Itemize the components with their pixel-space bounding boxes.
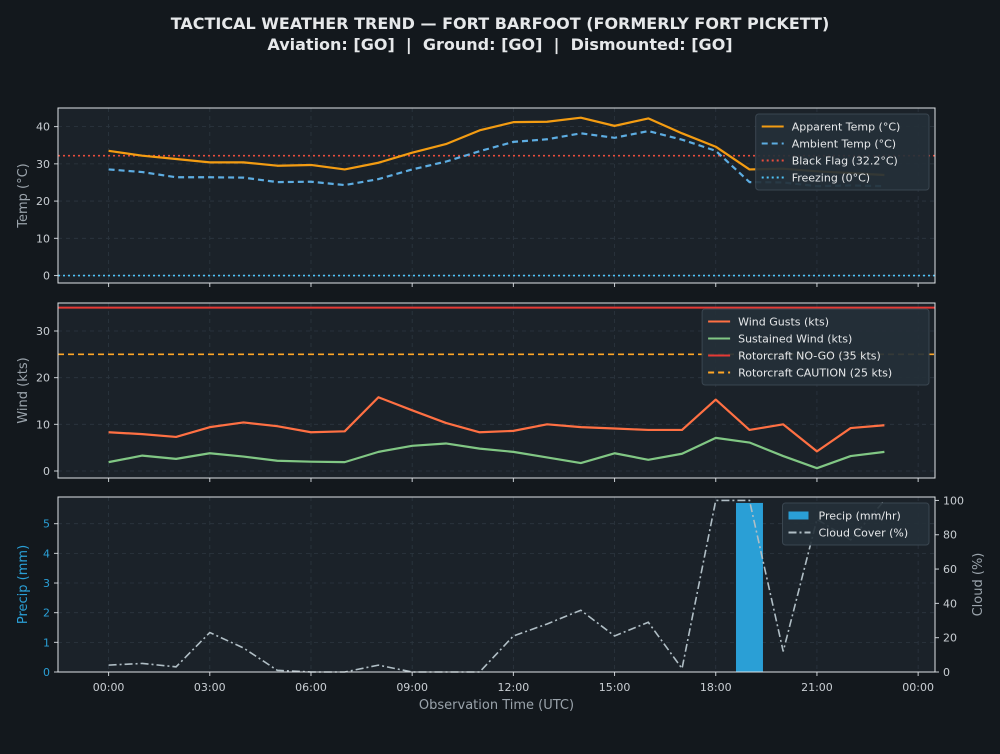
y2-tick-label: 0 <box>943 666 950 679</box>
x-axis-label: Observation Time (UTC) <box>419 698 574 713</box>
y-tick-label: 40 <box>36 121 50 134</box>
legend-entry: Rotorcraft NO-GO (35 kts) <box>738 350 881 363</box>
panel-frame <box>57 107 936 284</box>
y2-axis-label: Cloud (%) <box>971 553 986 617</box>
legend-entry: Cloud Cover (%) <box>819 527 909 540</box>
y2-tick-label: 100 <box>943 494 964 507</box>
panel-frame <box>57 302 936 479</box>
y-axis-label: Precip (mm) <box>16 545 31 624</box>
y2-tick-label: 80 <box>943 529 957 542</box>
y-tick-label: 3 <box>43 577 50 590</box>
y2-tick-label: 60 <box>943 563 957 576</box>
x-tick-label: 15:00 <box>599 681 631 694</box>
series-line <box>108 129 885 188</box>
y-axis-label: Temp (°C) <box>16 163 31 229</box>
legend-entry: Wind Gusts (kts) <box>738 316 829 329</box>
x-tick-label: 12:00 <box>498 681 530 694</box>
y-tick-label: 2 <box>43 607 50 620</box>
y2-tick-label: 20 <box>943 632 957 645</box>
series-line <box>108 396 885 453</box>
y-tick-label: 30 <box>36 158 50 171</box>
x-tick-label: 18:00 <box>700 681 732 694</box>
x-tick-label: 00:00 <box>902 681 934 694</box>
legend: Apparent Temp (°C) Ambient Temp (°C) Black… <box>755 113 930 191</box>
y-tick-label: 0 <box>43 666 50 679</box>
legend-entry: Black Flag (32.2°C) <box>792 155 898 168</box>
panel-temperature: 0 10 20 30 40 Temp (°C) Apparent Temp (°C) Ambi… <box>16 107 936 287</box>
legend-box <box>755 113 930 191</box>
legend-box <box>701 308 930 386</box>
y-tick-label: 10 <box>36 232 50 245</box>
legend-entry: Apparent Temp (°C) <box>792 121 901 134</box>
x-tick-label: 21:00 <box>801 681 833 694</box>
legend-entry: Ambient Temp (°C) <box>792 138 896 151</box>
legend-entry: Precip (mm/hr) <box>819 510 901 523</box>
chart-subtitle: Aviation: [GO] | Ground: [GO] | Dismount… <box>267 35 732 55</box>
legend: Precip (mm/hr) Cloud Cover (%) <box>782 502 930 546</box>
panel-frame <box>57 496 936 673</box>
legend-entry: Freezing (0°C) <box>792 172 870 185</box>
y-tick-label: 20 <box>36 372 50 385</box>
y-tick-label: 0 <box>43 465 50 478</box>
legend-entry: Sustained Wind (kts) <box>738 333 852 346</box>
legend-box <box>782 502 930 546</box>
legend-entry: Rotorcraft CAUTION (25 kts) <box>738 367 892 380</box>
x-tick-label: 06:00 <box>295 681 327 694</box>
series-line <box>108 116 885 177</box>
legend: Wind Gusts (kts) Sustained Wind (kts) Roto… <box>701 308 930 386</box>
y2-tick-label: 40 <box>943 597 957 610</box>
y-tick-label: 5 <box>43 518 50 531</box>
x-tick-label: 09:00 <box>396 681 428 694</box>
chart-title: TACTICAL WEATHER TREND — FORT BARFOOT (F… <box>171 14 830 33</box>
y-tick-label: 30 <box>36 325 50 338</box>
panel-wind: 0 10 20 30 Wind (kts) Wind Gusts (kts) Sustain… <box>16 302 936 482</box>
x-tick-label: 03:00 <box>194 681 226 694</box>
legend-swatch <box>788 511 809 520</box>
x-tick-label: 00:00 <box>93 681 125 694</box>
cloud-cover-line <box>108 499 886 673</box>
y-tick-label: 20 <box>36 195 50 208</box>
y-tick-label: 0 <box>43 270 50 283</box>
panel-precipitation: 0 1 2 3 4 5 Precip (mm) 0 20 40 60 80 100 Cloud (%) 00… <box>16 494 986 713</box>
y-tick-label: 10 <box>36 418 50 431</box>
series-line <box>108 436 885 470</box>
y-axis-label: Wind (kts) <box>16 357 31 423</box>
y-tick-label: 1 <box>43 636 50 649</box>
y-tick-label: 4 <box>43 547 50 560</box>
precip-bar <box>735 502 763 672</box>
